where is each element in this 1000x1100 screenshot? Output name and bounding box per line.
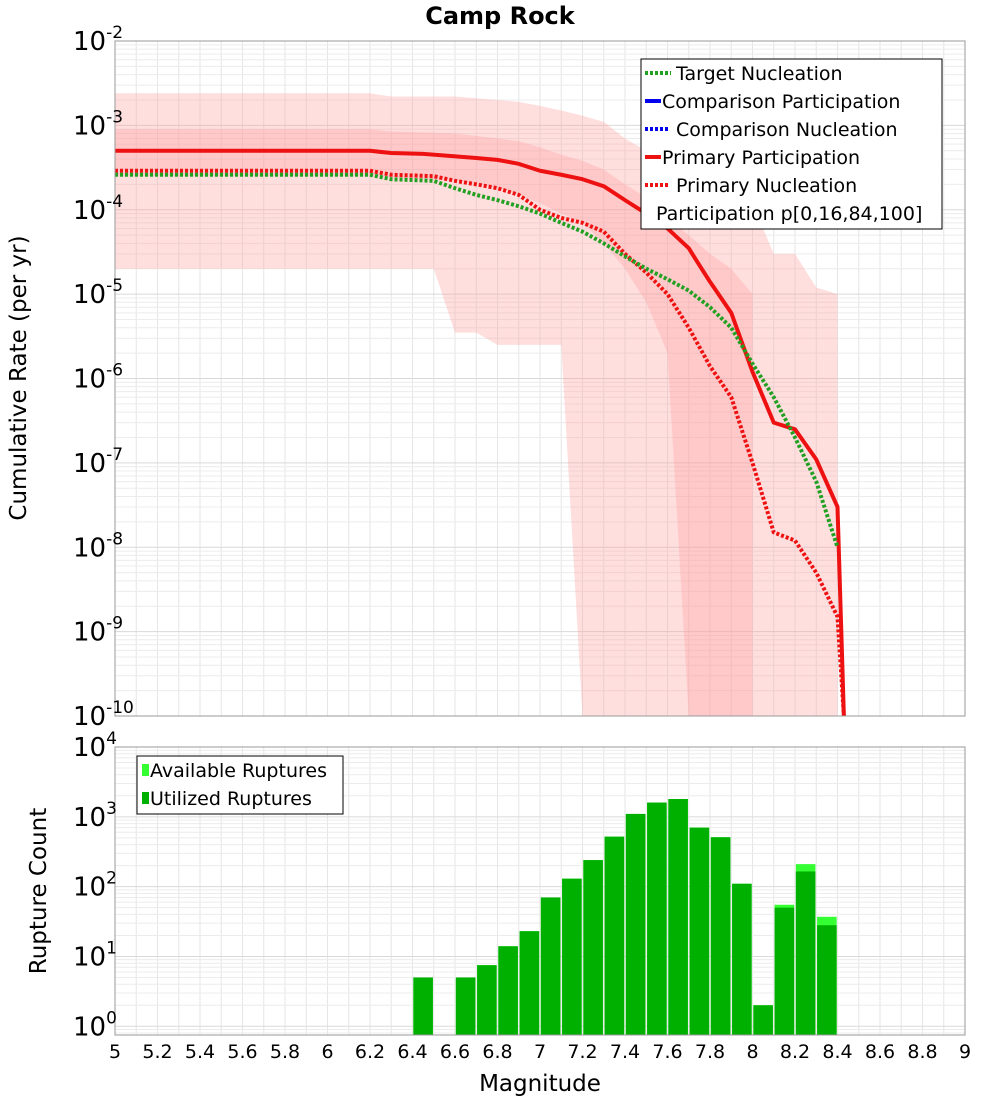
- x-tick-label: 6.6: [440, 1041, 470, 1063]
- rate-plot-lines: [115, 148, 846, 717]
- bar-utilized-ruptures: [710, 837, 731, 1035]
- x-tick-label: 7: [534, 1041, 546, 1063]
- bar-utilized-ruptures: [604, 836, 625, 1035]
- x-tick-label: 7.2: [567, 1041, 597, 1063]
- bar-utilized-ruptures: [413, 977, 433, 1035]
- bar-utilized-ruptures: [668, 798, 688, 1035]
- x-tick-label: 9: [959, 1041, 971, 1063]
- y-tick-label: 10-7: [73, 445, 123, 479]
- y-tick-label: 10-6: [73, 361, 123, 395]
- magnitude-x-ticks: 5 5.2 5.4 5.6 5.8 6 6.2 6.4 6.6 6.8 7 7.2 7.4 7.6 7.8 8…: [109, 1041, 971, 1063]
- legend-label-available-ruptures: Available Ruptures: [150, 760, 327, 782]
- y-tick-label: 103: [73, 799, 117, 833]
- x-tick-label: 5.4: [185, 1041, 215, 1063]
- rate-y-ticks: 10-10 10-9 10-8 10-7 10-6 10-5 10-4 10-3 10-2: [73, 23, 134, 732]
- rate-plot-grid: [114, 41, 966, 717]
- series-line-target-nucleation: [115, 172, 840, 548]
- bar-utilized-ruptures: [583, 860, 603, 1035]
- rupture-count-frame: [114, 746, 966, 1036]
- x-tick-label: 8.2: [780, 1041, 810, 1063]
- rupture-count-bars: [413, 798, 837, 1035]
- y-tick-label: 10-8: [73, 529, 123, 563]
- rate-legend-box: [640, 58, 943, 230]
- rate-plot-bands: [115, 93, 838, 717]
- x-tick-label: 5.6: [227, 1041, 257, 1063]
- bar-utilized-ruptures: [540, 897, 561, 1035]
- x-tick-label: 8: [746, 1041, 758, 1063]
- legend-swatch-utilized-ruptures: [142, 792, 149, 804]
- x-tick-label: 6.8: [482, 1041, 512, 1063]
- legend-item-target-nucleation: Target Nucleation: [645, 63, 843, 85]
- chart-title: Camp Rock: [425, 2, 576, 30]
- legend-swatch-available-ruptures: [142, 764, 149, 776]
- rate-plot-frame: [114, 40, 966, 717]
- y-tick-label: 10-9: [73, 614, 123, 648]
- bar-utilized-ruptures: [562, 878, 582, 1035]
- x-tick-label: 6: [321, 1041, 333, 1063]
- bar-utilized-ruptures: [753, 1005, 773, 1035]
- bar-utilized-ruptures: [689, 827, 710, 1035]
- x-tick-label: 5: [109, 1041, 121, 1063]
- legend-label-comparison-participation: Comparison Participation: [662, 91, 900, 113]
- x-tick-label: 7.6: [652, 1041, 682, 1063]
- bar-utilized-ruptures: [498, 946, 518, 1035]
- series-line-primary-participation: [115, 148, 846, 717]
- y-tick-label: 10-3: [73, 107, 123, 141]
- legend-item-participation-fractiles: Participation p[0,16,84,100]: [656, 203, 922, 225]
- x-tick-label: 5.8: [270, 1041, 300, 1063]
- bar-utilized-ruptures: [477, 965, 497, 1035]
- legend-item-primary-nucleation: Primary Nucleation: [645, 175, 857, 197]
- band-p0-p100: [115, 93, 838, 716]
- legend-item-available-ruptures: Available Ruptures: [142, 760, 327, 782]
- y-tick-label: 10-2: [73, 23, 123, 57]
- rupture-count-legend-box: [136, 755, 344, 815]
- count-y-ticks: 100 101 102 103 104: [73, 729, 117, 1042]
- legend-item-utilized-ruptures: Utilized Ruptures: [142, 788, 312, 810]
- bar-utilized-ruptures: [774, 907, 795, 1035]
- rupture-count-legend: Available Ruptures Utilized Ruptures: [136, 755, 344, 815]
- y-tick-label: 104: [73, 729, 117, 763]
- bar-utilized-ruptures: [817, 925, 837, 1035]
- rate-plot: 10-10 10-9 10-8 10-7 10-6 10-5 10-4 10-3 10-2 Cu…: [6, 23, 966, 732]
- legend-label-participation-fractiles: Participation p[0,16,84,100]: [656, 203, 922, 225]
- rate-legend: Target Nucleation Comparison Participati…: [640, 58, 943, 230]
- x-tick-label: 6.2: [355, 1041, 385, 1063]
- bar-utilized-ruptures: [625, 813, 646, 1035]
- bar-utilized-ruptures: [732, 883, 752, 1035]
- x-tick-label: 8.6: [865, 1041, 895, 1063]
- x-tick-label: 7.4: [610, 1041, 640, 1063]
- bar-utilized-ruptures: [455, 977, 476, 1035]
- legend-item-comparison-participation: Comparison Participation: [645, 91, 900, 113]
- legend-label-primary-nucleation: Primary Nucleation: [670, 175, 857, 197]
- legend-label-primary-participation: Primary Participation: [662, 147, 860, 169]
- x-tick-label: 8.4: [822, 1041, 852, 1063]
- bar-utilized-ruptures: [519, 931, 540, 1035]
- y-tick-label: 101: [73, 938, 117, 972]
- legend-label-utilized-ruptures: Utilized Ruptures: [150, 788, 312, 810]
- x-tick-label: 5.2: [142, 1041, 172, 1063]
- y-tick-label: 10-5: [73, 276, 123, 310]
- y-tick-label: 100: [73, 1008, 117, 1042]
- band-p16-p84: [115, 129, 753, 717]
- bar-utilized-ruptures: [795, 871, 816, 1035]
- x-axis-label: Magnitude: [479, 1071, 601, 1097]
- y-tick-label: 102: [73, 869, 117, 903]
- legend-label-target-nucleation: Target Nucleation: [675, 63, 843, 85]
- y-tick-label: 10-4: [73, 192, 123, 226]
- x-tick-label: 8.8: [907, 1041, 937, 1063]
- count-y-axis-label: Rupture Count: [26, 808, 52, 974]
- x-tick-label: 7.8: [695, 1041, 725, 1063]
- y-tick-label: 10-10: [73, 698, 134, 732]
- legend-item-primary-participation: Primary Participation: [645, 147, 860, 169]
- x-tick-label: 6.4: [397, 1041, 427, 1063]
- rupture-count-plot: 100 101 102 103 104 5 5.2 5.4 5.6 5.8 6 6.2 6.4 6.6 6…: [26, 729, 971, 1097]
- rate-y-axis-label: Cumulative Rate (per yr): [6, 235, 32, 520]
- legend-label-comparison-nucleation: Comparison Nucleation: [670, 119, 898, 141]
- series-line-primary-nucleation: [115, 168, 846, 717]
- legend-item-comparison-nucleation: Comparison Nucleation: [645, 119, 898, 141]
- bar-utilized-ruptures: [647, 802, 667, 1035]
